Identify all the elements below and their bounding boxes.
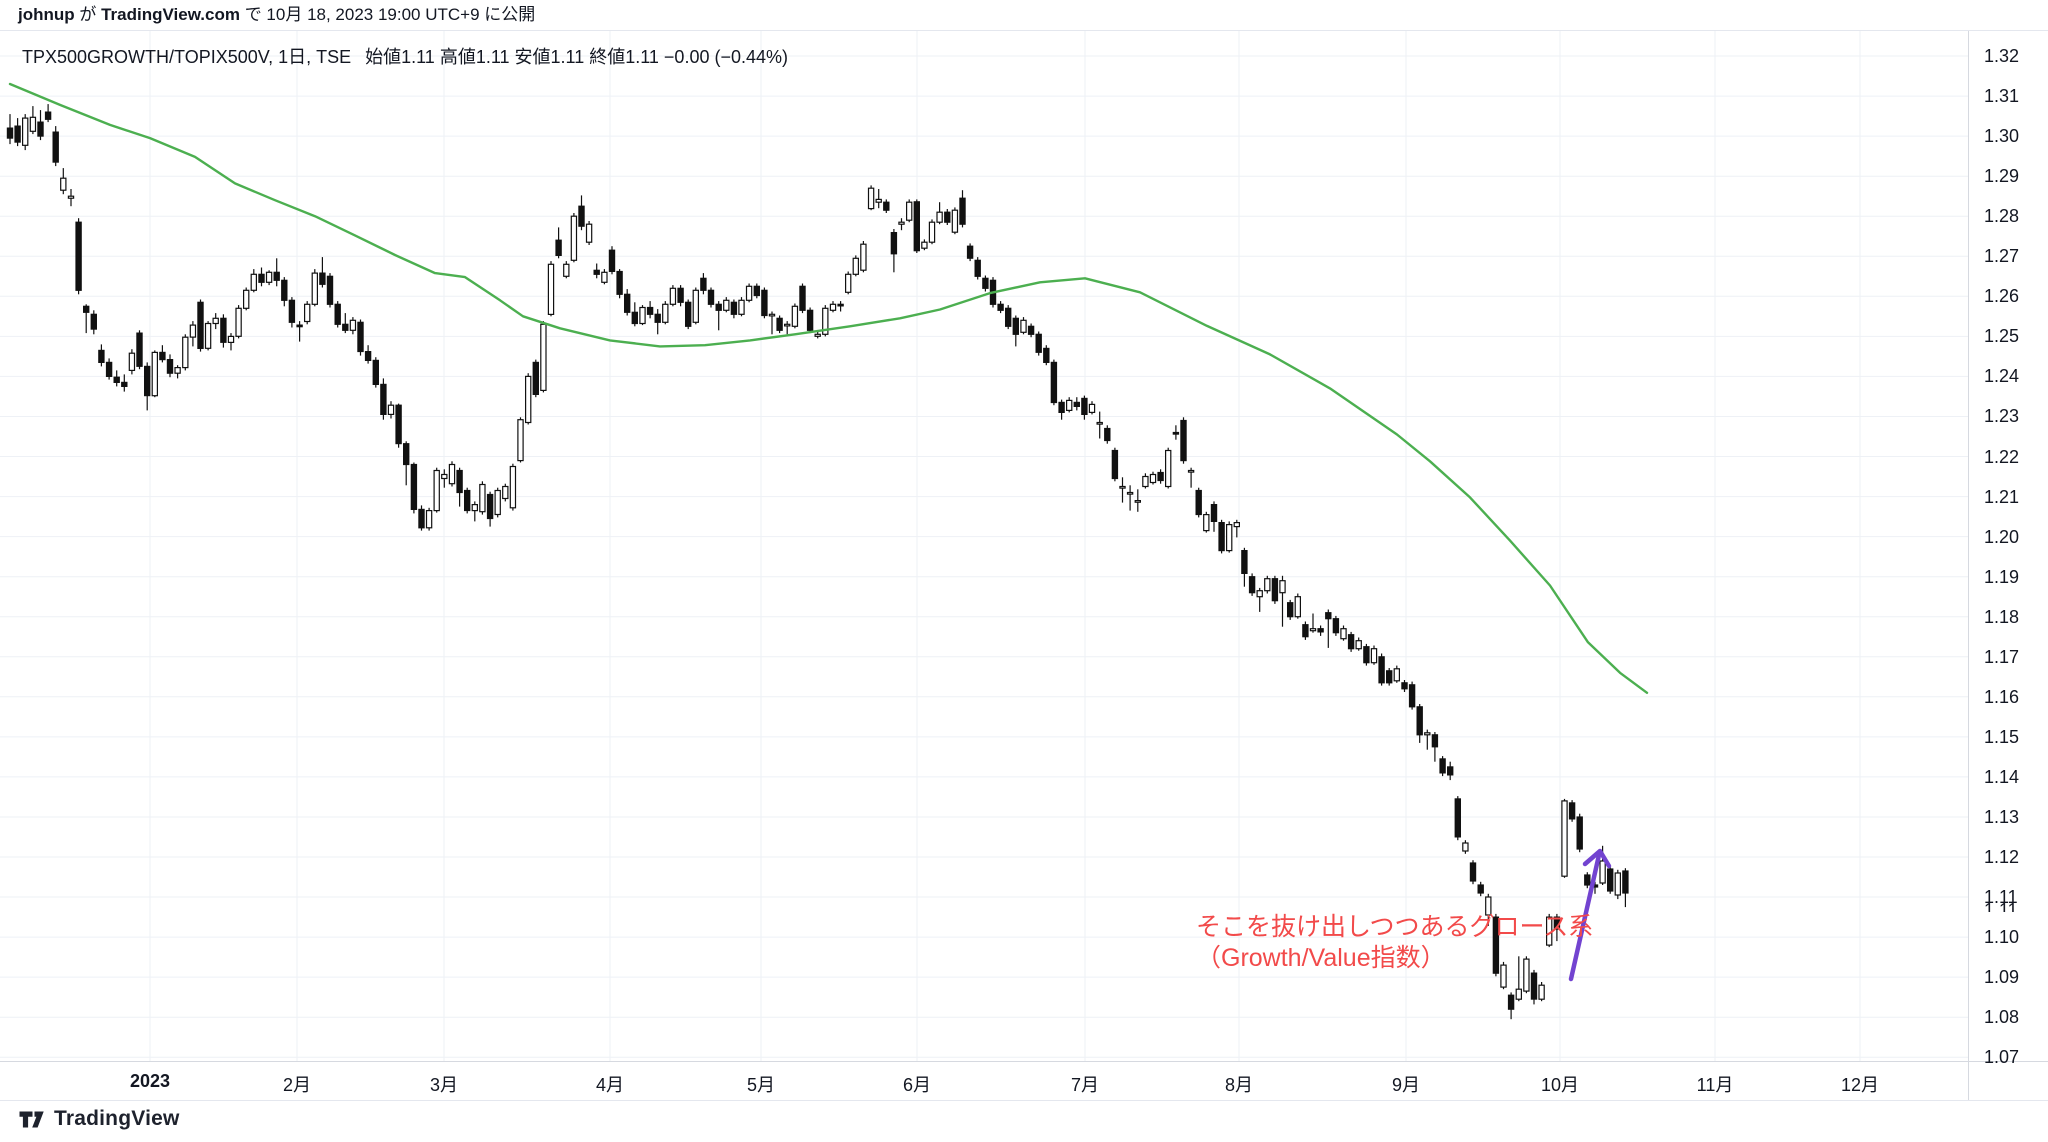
publish-bar: johnup が TradingView.com で 10月 18, 2023 … <box>0 0 2048 30</box>
publish-bar-divider <box>0 30 2048 31</box>
tradingview-logo-text: TradingView <box>54 1107 180 1130</box>
price-axis-label: 1.17 <box>1984 647 2020 667</box>
price-axis-border <box>1968 31 1969 1100</box>
price-axis-label: 1.15 <box>1984 727 2020 747</box>
price-axis-label: 1.08 <box>1984 1007 2020 1027</box>
price-axis-label: 1.11 <box>1984 887 2018 907</box>
time-axis-label: 2023 <box>129 1071 171 1091</box>
price-axis-label: 1.18 <box>1984 607 2020 627</box>
price-axis-label: 1.24 <box>1984 366 2020 386</box>
tradingview-logo-icon <box>18 1110 46 1129</box>
last-price-label: 1.11 <box>1984 901 2018 912</box>
price-axis-label: 1.12 <box>1984 847 2020 867</box>
price-axis-label: 1.25 <box>1984 326 2020 346</box>
time-axis-label: 10月 <box>1540 1075 1580 1095</box>
price-axis-label: 1.13 <box>1984 807 2020 827</box>
price-axis-label: 1.27 <box>1984 246 2020 266</box>
time-axis-label: 9月 <box>1391 1075 1421 1095</box>
price-axis-label: 1.14 <box>1984 767 2020 787</box>
time-axis-label: 4月 <box>595 1075 625 1095</box>
moving-average-line <box>8 82 1649 694</box>
time-axis-label: 2月 <box>282 1075 312 1095</box>
time-axis-label: 11月 <box>1696 1075 1734 1095</box>
price-axis-label: 1.31 <box>1984 86 2020 106</box>
time-axis-label: 8月 <box>1224 1075 1254 1095</box>
price-axis-label: 1.22 <box>1984 447 2020 467</box>
price-axis-label: 1.32 <box>1984 46 2020 66</box>
publish-bar-segment-3: で 10月 18, 2023 19:00 UTC+9 に公開 <box>239 5 536 24</box>
time-axis-label: 7月 <box>1070 1075 1100 1095</box>
symbol-title: TPX500GROWTH/TOPIX500V, 1日, TSE <box>22 47 352 67</box>
price-axis-label: 1.29 <box>1984 166 2020 186</box>
time-axis-label: 6月 <box>902 1075 932 1095</box>
time-axis-label: 5月 <box>746 1075 776 1095</box>
time-axis-border <box>0 1061 2048 1062</box>
price-axis-label: 1.26 <box>1984 286 2020 306</box>
price-axis-label: 1.09 <box>1984 967 2020 987</box>
price-axis-label: 1.21 <box>1984 487 2020 507</box>
ohlc-values: 始値1.11 高値1.11 安値1.11 終値1.11 −0.00 (−0.44… <box>365 47 789 67</box>
tradingview-logo[interactable]: TradingView <box>18 1104 180 1134</box>
annotation-text: そこを抜け出しつつあるグロース系 （Growth/Value指数） <box>1196 912 1593 974</box>
trend-arrow[interactable] <box>1568 848 1612 982</box>
price-axis-label: 1.10 <box>1984 927 2020 947</box>
annotation-line2: （Growth/Value指数） <box>1196 944 1446 972</box>
price-axis-label: 1.23 <box>1984 406 2020 426</box>
annotation-line1: そこを抜け出しつつあるグロース系 <box>1196 913 1594 941</box>
publish-bar-segment-0[interactable]: johnup <box>18 5 75 24</box>
publish-bar-segment-1: が <box>74 5 102 24</box>
price-axis-label: 1.16 <box>1984 687 2020 707</box>
price-axis-label: 1.07 <box>1984 1047 2020 1067</box>
chart-legend: TPX500GROWTH/TOPIX500V, 1日, TSE 始値1.11 高値… <box>22 43 788 69</box>
time-axis-label: 12月 <box>1840 1075 1880 1095</box>
price-axis-label: 1.28 <box>1984 206 2020 226</box>
publish-bar-segment-2[interactable]: TradingView.com <box>101 5 240 24</box>
price-axis-label: 1.20 <box>1984 527 2020 547</box>
price-axis-label: 1.30 <box>1984 126 2020 146</box>
time-axis-label: 3月 <box>429 1075 459 1095</box>
price-axis-label: 1.19 <box>1984 567 2020 587</box>
chart-bottom-border <box>0 1100 2048 1101</box>
